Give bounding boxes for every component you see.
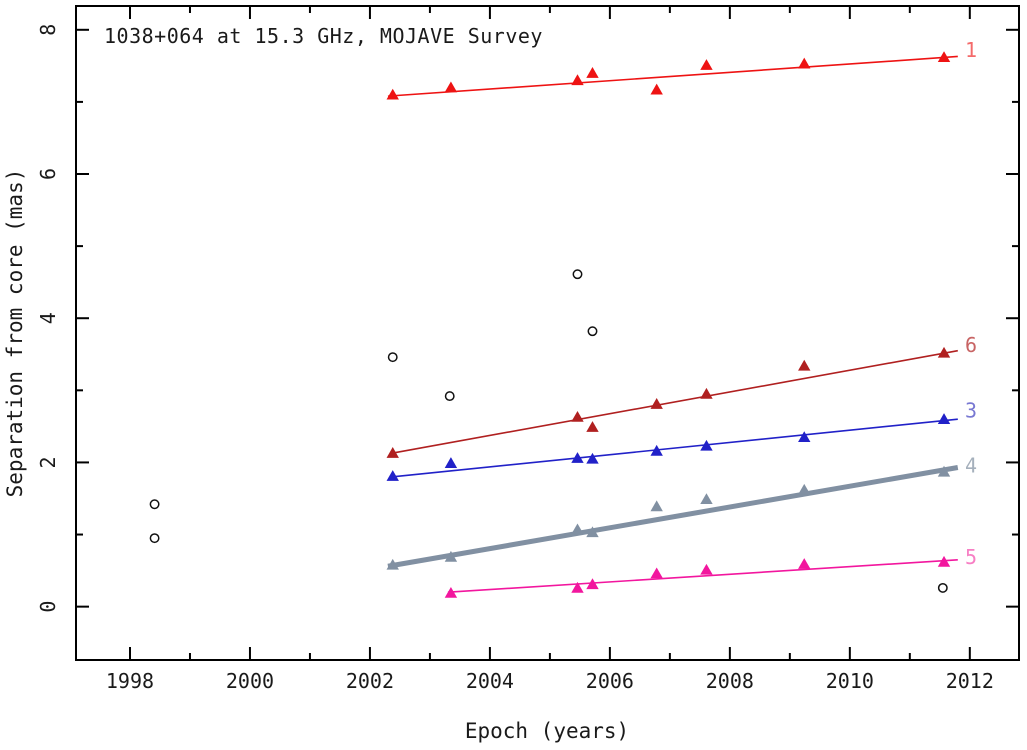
triangle-marker [700,59,713,70]
triangle-marker [798,431,811,442]
y-axis-label: Separation from core (mas) [3,169,27,498]
axis-ticks [76,6,1019,660]
triangle-marker [571,523,584,535]
series-id-label-3: 3 [965,399,977,423]
triangle-marker [571,581,584,593]
x-tick-label: 2000 [226,669,274,693]
series-id-label-6: 6 [965,333,977,357]
triangle-marker [650,567,663,579]
fit-line-6 [392,349,958,454]
data-series-layer: 1 6 3 4 5 [149,38,977,598]
triangle-marker [798,483,811,495]
triangle-marker [937,465,951,477]
triangle-marker [798,359,811,371]
triangle-marker [937,555,951,567]
y-tick-label: 8 [36,24,60,36]
x-tick-label: 2002 [346,669,394,693]
x-tick-label: 1998 [106,669,154,693]
y-tick-label: 0 [36,601,60,613]
unidentified-circle [587,326,598,337]
unidentified-circle [444,391,455,402]
series-5: 5 [444,545,977,598]
triangle-marker [700,439,713,451]
unidentified-circle [387,352,398,363]
unidentified-components [149,269,948,593]
series-id-label-4: 4 [965,453,977,477]
series-id-label-5: 5 [965,545,977,569]
triangle-marker [937,346,951,358]
triangle-marker [650,500,663,512]
unidentified-circle [149,499,160,510]
fit-line-4 [387,465,959,569]
plot-frame [75,5,1020,661]
series-6: 6 [386,333,977,458]
x-tick-label: 2008 [706,669,754,693]
series-4: 4 [386,453,977,570]
x-tick-label: 2012 [946,669,994,693]
triangle-marker [386,88,399,100]
series-3: 3 [386,399,977,481]
triangle-marker [444,586,458,598]
triangle-marker [444,550,458,562]
x-tick-label: 2010 [826,669,874,693]
triangle-marker [937,413,951,424]
y-tick-label: 6 [36,168,60,180]
triangle-marker [650,444,663,456]
triangle-marker [386,470,399,481]
unidentified-circle [149,533,160,544]
y-tick-label: 4 [36,312,60,324]
unidentified-circle [572,269,583,280]
triangle-marker [650,83,663,95]
axes-frame [75,5,1020,661]
x-tick-label: 2006 [586,669,634,693]
series-1: 1 [386,38,977,100]
triangle-marker [798,57,811,69]
triangle-marker [700,387,713,399]
series-id-label-1: 1 [965,38,977,62]
triangle-marker [586,578,599,590]
triangle-marker [571,411,584,422]
triangle-marker [700,563,713,575]
fit-line-3 [392,418,958,478]
triangle-marker [571,452,584,463]
x-tick-label: 2004 [466,669,514,693]
triangle-marker [386,447,399,458]
triangle-marker [586,452,599,464]
y-tick-label: 2 [36,456,60,468]
x-axis-label: Epoch (years) [465,719,629,743]
triangle-marker [444,457,458,468]
fit-line-5 [447,558,958,594]
triangle-marker [586,526,599,538]
unidentified-circle [937,582,948,593]
fit-line-1 [387,55,958,97]
triangle-marker [650,398,663,409]
triangle-marker [937,51,951,62]
triangle-marker [586,421,599,432]
plot-title: 1038+064 at 15.3 GHz, MOJAVE Survey [104,24,543,48]
triangle-marker [571,74,584,86]
triangle-marker [586,67,599,78]
triangle-marker [700,493,713,505]
triangle-marker [798,558,811,569]
axis-tick-labels: 1998 2000 2002 2004 2006 2008 2010 2012 0 2 4 6 8 [36,24,994,693]
triangle-marker [444,81,458,93]
triangle-marker [386,558,399,570]
